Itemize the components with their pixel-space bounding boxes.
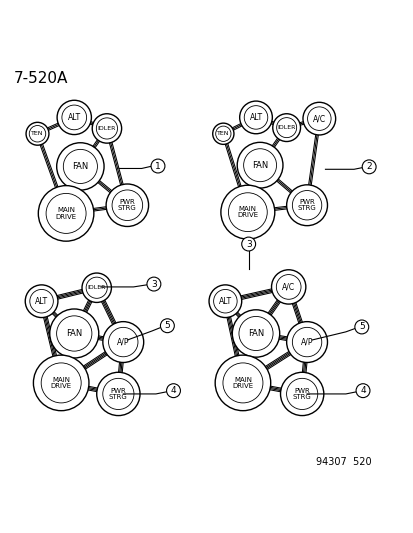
Text: A/C: A/C	[312, 114, 325, 123]
Circle shape	[92, 114, 121, 143]
Circle shape	[50, 309, 99, 358]
Text: ALT: ALT	[249, 113, 262, 122]
Circle shape	[286, 185, 327, 225]
Circle shape	[102, 321, 143, 362]
Text: MAIN
DRIVE: MAIN DRIVE	[55, 207, 76, 220]
Circle shape	[280, 372, 323, 416]
Circle shape	[239, 101, 272, 134]
Circle shape	[25, 285, 58, 318]
Circle shape	[57, 143, 104, 190]
Text: 94307  520: 94307 520	[315, 457, 371, 466]
Circle shape	[33, 355, 89, 411]
Circle shape	[354, 320, 368, 334]
Text: FAN: FAN	[247, 329, 263, 338]
Circle shape	[160, 319, 174, 333]
Text: 5: 5	[164, 321, 170, 330]
Text: A/P: A/P	[300, 337, 313, 346]
Text: IDLER: IDLER	[277, 125, 295, 130]
Circle shape	[221, 185, 274, 239]
Circle shape	[215, 355, 270, 411]
Text: 2: 2	[366, 163, 371, 171]
Circle shape	[355, 384, 369, 398]
Text: 4: 4	[359, 386, 365, 395]
Text: TEN: TEN	[31, 131, 44, 136]
Text: ALT: ALT	[35, 297, 48, 306]
Circle shape	[212, 123, 233, 144]
Text: 1: 1	[155, 161, 161, 171]
Text: MAIN
DRIVE: MAIN DRIVE	[50, 377, 71, 389]
Text: FAN: FAN	[66, 329, 82, 338]
Text: PWR
STRG: PWR STRG	[109, 387, 128, 400]
Circle shape	[209, 285, 241, 318]
Text: MAIN
DRIVE: MAIN DRIVE	[232, 377, 253, 389]
Text: IDLER: IDLER	[97, 126, 116, 131]
Text: 7-520A: 7-520A	[14, 71, 69, 86]
Circle shape	[38, 185, 94, 241]
Circle shape	[166, 384, 180, 398]
Circle shape	[241, 237, 255, 251]
Text: FAN: FAN	[72, 162, 88, 171]
Circle shape	[232, 310, 279, 357]
Text: ALT: ALT	[68, 113, 81, 122]
Text: 5: 5	[358, 322, 364, 332]
Circle shape	[106, 184, 148, 227]
Text: IDLER: IDLER	[87, 285, 106, 290]
Circle shape	[82, 273, 111, 302]
Text: PWR
STRG: PWR STRG	[292, 387, 311, 400]
Circle shape	[57, 100, 91, 134]
Text: TEN: TEN	[216, 131, 229, 136]
Circle shape	[271, 270, 305, 304]
Circle shape	[97, 372, 140, 416]
Text: MAIN
DRIVE: MAIN DRIVE	[237, 206, 258, 219]
Text: PWR
STRG: PWR STRG	[297, 199, 316, 212]
Circle shape	[147, 277, 161, 291]
Text: 4: 4	[170, 386, 176, 395]
Circle shape	[286, 321, 327, 362]
Text: FAN: FAN	[252, 161, 268, 169]
Text: 3: 3	[245, 239, 251, 248]
Circle shape	[151, 159, 164, 173]
Circle shape	[272, 114, 300, 142]
Circle shape	[237, 142, 282, 188]
Text: 3: 3	[151, 280, 157, 288]
Text: A/P: A/P	[117, 337, 129, 346]
Text: PWR
STRG: PWR STRG	[118, 199, 136, 212]
Circle shape	[302, 102, 335, 135]
Text: A/C: A/C	[281, 282, 294, 292]
Circle shape	[361, 160, 375, 174]
Circle shape	[26, 122, 49, 145]
Text: ALT: ALT	[218, 297, 231, 306]
